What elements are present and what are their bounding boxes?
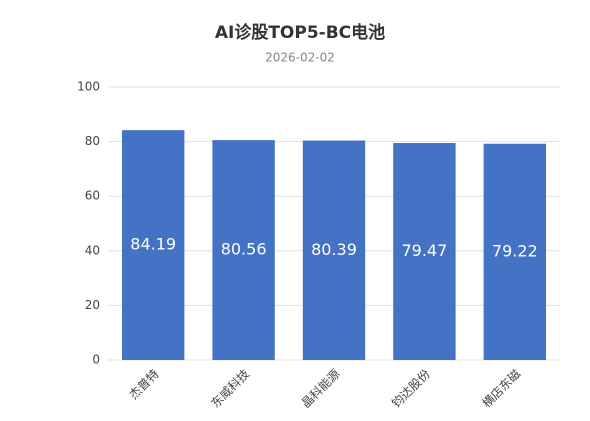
x-tick-label: 东威科技 <box>208 367 252 411</box>
value-label: 80.56 <box>221 240 267 259</box>
y-tick-label: 40 <box>85 243 100 257</box>
y-tick-label: 100 <box>77 80 100 94</box>
value-label: 80.39 <box>311 240 357 259</box>
chart-title: AI诊股TOP5-BC电池 <box>215 22 385 43</box>
y-tick-label: 80 <box>85 134 100 148</box>
y-tick-label: 0 <box>92 353 100 367</box>
y-tick-label: 20 <box>85 298 100 312</box>
value-label: 79.22 <box>492 241 538 260</box>
y-tick-label: 60 <box>85 189 100 203</box>
value-label: 84.19 <box>130 235 176 254</box>
chart-subtitle: 2026-02-02 <box>265 51 335 65</box>
bar <box>302 140 366 360</box>
value-label: 79.47 <box>401 241 447 260</box>
bar <box>122 130 185 360</box>
bar <box>212 140 275 360</box>
x-tick-label: 晶科能源 <box>299 367 343 411</box>
x-tick-label: 横店东磁 <box>479 366 524 411</box>
x-tick-label: 钧达股份 <box>389 367 433 411</box>
x-tick-label: 杰普特 <box>126 366 162 402</box>
bar <box>393 143 456 360</box>
bar <box>483 143 546 360</box>
